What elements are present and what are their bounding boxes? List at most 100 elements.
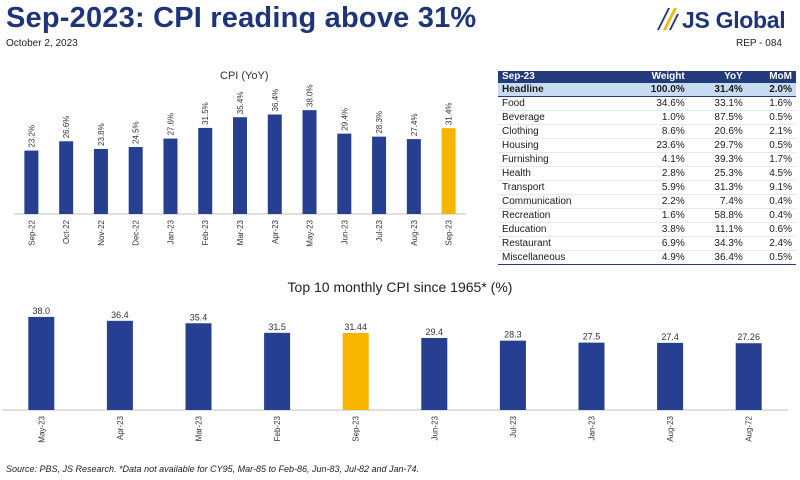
logo-text: JS Global <box>682 7 786 33</box>
x-tick-label: Nov-22 <box>97 219 106 245</box>
table-cell-category: Communication <box>498 194 622 209</box>
data-label: 29.4 <box>426 327 444 337</box>
table-cell-yoy: 87.5% <box>688 110 747 125</box>
table-cell-mom: 2.0% <box>746 82 796 97</box>
report-title: Sep-2023: CPI reading above 31% <box>6 2 477 34</box>
table-cell-category: Clothing <box>498 124 622 139</box>
data-label: 28.3% <box>375 111 384 134</box>
x-tick-label: Jan-23 <box>166 219 175 244</box>
table-row: Restaurant 6.9% 34.3% 2.4% <box>498 236 796 251</box>
cpi-yoy-chart-title: CPI (YoY) <box>220 70 269 82</box>
table-cell-category: Furnishing <box>498 152 622 167</box>
table-cell-mom: 2.1% <box>746 124 796 139</box>
report-code: REP - 084 <box>736 38 782 49</box>
table-cell-category: Education <box>498 222 622 237</box>
data-label: 31.5% <box>201 102 210 125</box>
table-header-yoy: YoY <box>688 71 747 83</box>
table-cell-yoy: 25.3% <box>688 166 747 181</box>
table-cell-weight: 23.6% <box>621 138 689 153</box>
x-tick-label: Apr-23 <box>271 219 280 244</box>
x-tick-label: Mar-23 <box>195 415 204 441</box>
table-cell-yoy: 58.8% <box>688 208 747 223</box>
bar <box>302 110 317 214</box>
bar <box>28 316 55 410</box>
x-tick-label: Dec-22 <box>132 219 141 245</box>
bar <box>233 117 247 214</box>
data-label: 24.5% <box>132 121 141 144</box>
table-row: Recreation 1.6% 58.8% 0.4% <box>498 208 796 223</box>
bar <box>406 139 421 214</box>
table-row: Communication 2.2% 7.4% 0.4% <box>498 194 796 209</box>
bar <box>337 133 352 214</box>
table-row: Health 2.8% 25.3% 4.5% <box>498 166 796 181</box>
x-tick-label: Jul-23 <box>509 415 518 437</box>
table-header-row: Sep-23 Weight YoY MoM <box>498 71 796 83</box>
data-label: 27.26 <box>737 332 760 342</box>
data-label: 36.4 <box>111 310 129 320</box>
table-cell-mom: 0.4% <box>746 194 796 209</box>
bar <box>735 343 762 410</box>
bar <box>441 128 456 214</box>
table-cell-yoy: 39.3% <box>688 152 747 167</box>
bar <box>499 340 526 410</box>
data-label: 35.4% <box>236 92 245 115</box>
table-row: Transport 5.9% 31.3% 9.1% <box>498 180 796 195</box>
table-cell-yoy: 34.3% <box>688 236 747 251</box>
top10-chart-title: Top 10 monthly CPI since 1965* (%) <box>287 279 513 295</box>
x-tick-label: Feb-23 <box>273 415 282 441</box>
bar <box>267 114 282 214</box>
table-cell-category: Beverage <box>498 110 622 125</box>
js-global-logo-icon <box>657 8 679 30</box>
data-label: 27.5 <box>583 332 601 342</box>
bar <box>264 332 291 410</box>
table-row: Food 34.6% 33.1% 1.6% <box>498 96 796 111</box>
table-cell-mom: 1.7% <box>746 152 796 167</box>
table-cell-weight: 3.8% <box>621 222 689 237</box>
table-cell-category: Housing <box>498 138 622 153</box>
table-cell-weight: 1.0% <box>621 110 689 125</box>
bar <box>163 138 178 214</box>
data-label: 27.4 <box>661 332 679 342</box>
table-cell-yoy: 20.6% <box>688 124 747 139</box>
bar <box>106 320 133 410</box>
bar <box>342 332 369 410</box>
x-tick-label: Aug-23 <box>666 415 675 441</box>
source-note: Source: PBS, JS Research. *Data not avai… <box>6 464 420 474</box>
data-label: 36.4% <box>271 89 280 112</box>
table-cell-mom: 2.4% <box>746 236 796 251</box>
x-tick-label: Sep-23 <box>352 415 361 441</box>
table-row: Education 3.8% 11.1% 0.6% <box>498 222 796 237</box>
cpi-yoy-bar-chart: 23.2% Sep-22 26.6% Oct-22 23.8% Nov-22 24.5% De… <box>14 84 466 247</box>
data-label: 38.0% <box>306 84 315 107</box>
data-label: 31.44 <box>344 322 367 332</box>
table-cell-category: Transport <box>498 180 622 195</box>
table-cell-yoy: 31.3% <box>688 180 747 195</box>
top10-cpi-bar-chart: 38.0 May-23 36.4 Apr-23 35.4 Mar-23 31.5 Feb-23… <box>2 306 788 443</box>
bar <box>578 342 605 410</box>
table-cell-mom: 1.6% <box>746 96 796 111</box>
table-cell-weight: 34.6% <box>621 96 689 111</box>
table-cell-mom: 0.5% <box>746 250 796 265</box>
bar <box>657 342 684 410</box>
table-row-headline: Headline 100.0% 31.4% 2.0% <box>498 82 796 97</box>
table-cell-category: Recreation <box>498 208 622 223</box>
table-cell-yoy: 11.1% <box>688 222 747 237</box>
data-label: 23.2% <box>27 125 36 148</box>
table-cell-category: Food <box>498 96 622 111</box>
data-label: 23.8% <box>97 123 106 146</box>
bar <box>24 150 39 214</box>
data-label: 38.0 <box>33 306 51 316</box>
table-cell-weight: 6.9% <box>621 236 689 251</box>
table-cell-weight: 2.8% <box>621 166 689 181</box>
table-row: Housing 23.6% 29.7% 0.5% <box>498 138 796 153</box>
table-cell-mom: 0.6% <box>746 222 796 237</box>
x-tick-label: Jun-23 <box>430 415 439 440</box>
data-label: 29.4% <box>340 108 349 131</box>
table-cell-yoy: 7.4% <box>688 194 747 209</box>
data-label: 26.6% <box>62 116 71 139</box>
x-tick-label: Feb-23 <box>201 219 210 245</box>
table-row: Clothing 8.6% 20.6% 2.1% <box>498 124 796 139</box>
x-tick-label: May-23 <box>306 219 315 246</box>
x-tick-label: Aug-72 <box>745 415 754 441</box>
table-cell-weight: 4.9% <box>621 250 689 265</box>
